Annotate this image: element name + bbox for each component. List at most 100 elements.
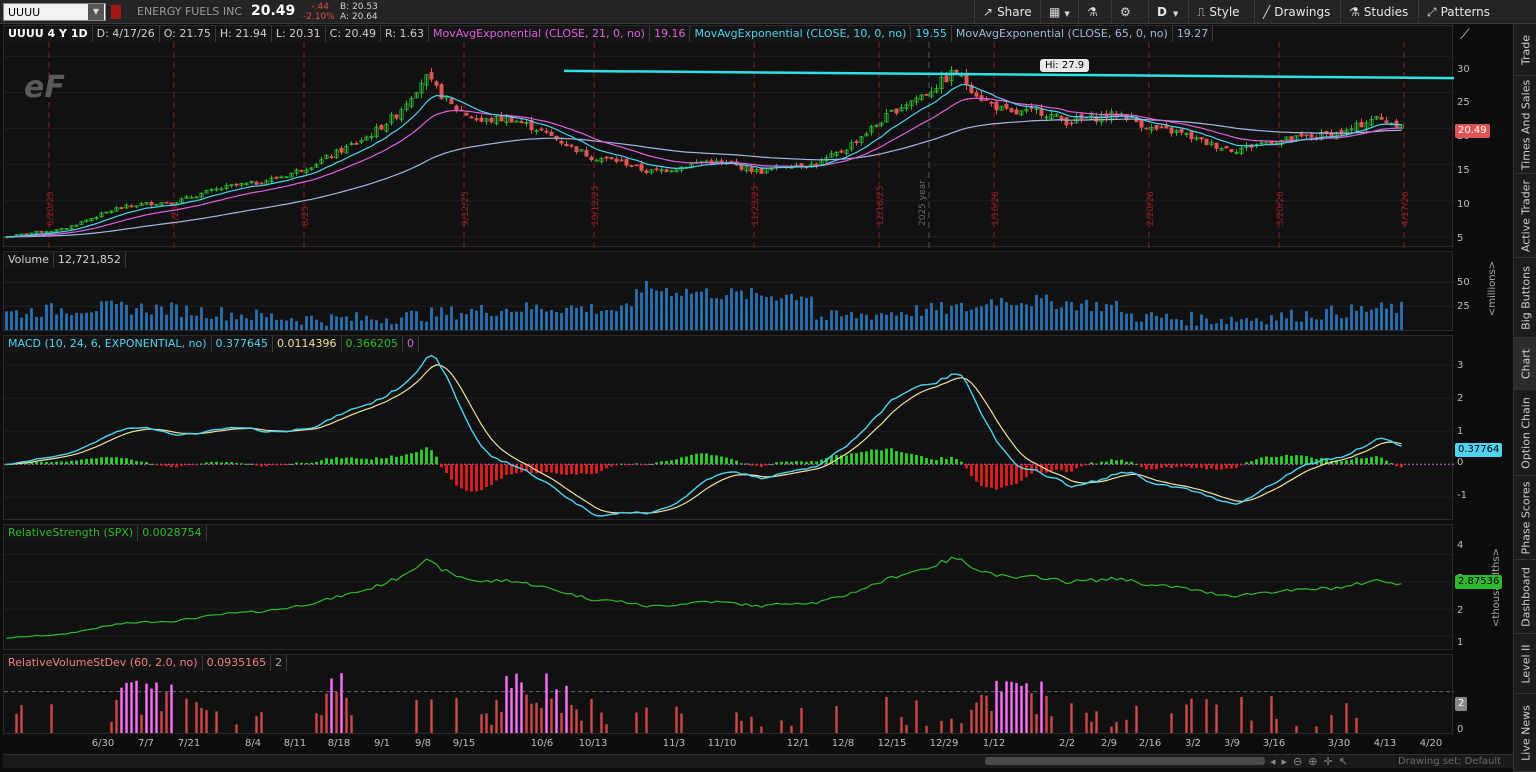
- volume-bar: [310, 315, 313, 330]
- rv-bar: [1315, 726, 1318, 733]
- macd-hist-bar: [565, 464, 568, 475]
- macd-hist-bar: [1375, 456, 1378, 465]
- tab-level-ii[interactable]: Level II: [1514, 634, 1536, 694]
- macd-hist-bar: [320, 460, 323, 465]
- macd-hist-bar: [530, 464, 533, 473]
- macd-hist-bar: [1240, 464, 1243, 466]
- tab-option-chain[interactable]: Option Chain: [1514, 390, 1536, 476]
- candle-body: [879, 122, 884, 126]
- volume-bar: [935, 310, 938, 330]
- ema21-label[interactable]: MovAvgExponential (CLOSE, 21, 0, no): [429, 26, 650, 42]
- style-button[interactable]: ⎍ Style: [1188, 0, 1248, 24]
- patterns-button[interactable]: ⤢ Patterns: [1418, 0, 1498, 24]
- rs-title[interactable]: RelativeStrength (SPX): [4, 525, 139, 541]
- volume-bar: [1240, 319, 1243, 330]
- volume-pane[interactable]: Volume 12,721,852: [3, 251, 1454, 332]
- candle-body: [354, 142, 359, 145]
- rs-chart[interactable]: [4, 525, 1454, 651]
- trend-icon[interactable]: ⟋: [1460, 27, 1470, 43]
- tab-times-and-sales[interactable]: Times And Sales: [1514, 76, 1536, 174]
- price-pane[interactable]: 6/20/25 7/25 8/25 9/12/25 10/12/25 11/23/25 12…: [3, 25, 1454, 248]
- rv-bar: [760, 726, 763, 733]
- tab-trade[interactable]: Trade: [1514, 24, 1536, 76]
- volume-bar: [1110, 304, 1113, 330]
- candle-body: [564, 143, 569, 147]
- macd-hist-bar: [545, 464, 548, 473]
- volume-bar: [150, 314, 153, 330]
- candle-body: [1069, 122, 1074, 125]
- candle-body: [1279, 139, 1284, 145]
- date-tick-label: 7/21: [177, 738, 201, 749]
- volume-chart[interactable]: [4, 252, 1454, 332]
- crosshair-icon[interactable]: ✛: [1323, 755, 1339, 768]
- macd-hist-bar: [1230, 464, 1233, 469]
- rv-chart[interactable]: [4, 655, 1454, 735]
- tab-chart[interactable]: Chart: [1514, 338, 1536, 390]
- rv-pane[interactable]: RelativeVolumeStDev (60, 2.0, no) 0.09351…: [3, 654, 1454, 735]
- zoom-out-icon[interactable]: ⊖: [1293, 755, 1309, 768]
- macd-hist-bar: [1085, 464, 1088, 466]
- rv-bar: [415, 699, 418, 733]
- date-tick-label: 3/2: [1184, 738, 1202, 749]
- tab-dashboard[interactable]: Dashboard: [1514, 560, 1536, 634]
- date-tick-label: 4/20: [1419, 738, 1443, 749]
- layout-button[interactable]: ▦ ▼: [1040, 0, 1082, 24]
- cursor-icon[interactable]: ↖: [1338, 755, 1354, 768]
- candle-body: [489, 117, 494, 123]
- macd-hist-bar: [965, 464, 968, 469]
- volume-bar: [590, 304, 593, 330]
- scrollbar-thumb[interactable]: [985, 757, 1265, 765]
- candle-body: [94, 216, 99, 220]
- candle-body: [589, 156, 594, 161]
- macd-hist-bar: [760, 464, 763, 468]
- y-tick: 3: [1457, 360, 1464, 371]
- macd-hist-bar: [1250, 461, 1253, 465]
- volume-bar: [1215, 323, 1218, 330]
- rv-title[interactable]: RelativeVolumeStDev (60, 2.0, no): [4, 655, 203, 671]
- macd-hist-bar: [745, 463, 748, 465]
- tab-active-trader[interactable]: Active Trader: [1514, 174, 1536, 258]
- rs-pane[interactable]: RelativeStrength (SPX) 0.0028754: [3, 524, 1454, 651]
- drawings-button[interactable]: ╱ Drawings: [1254, 0, 1338, 24]
- chevron-down-icon[interactable]: ▼: [88, 4, 104, 20]
- price-chart[interactable]: 6/20/25 7/25 8/25 9/12/25 10/12/25 11/23/25 12…: [4, 26, 1454, 248]
- candle-body: [1174, 130, 1179, 133]
- flag-icon[interactable]: [111, 5, 121, 19]
- macd-hist-bar: [705, 453, 708, 465]
- tab-phase-scores[interactable]: Phase Scores: [1514, 476, 1536, 560]
- ema65-label[interactable]: MovAvgExponential (CLOSE, 65, 0, no): [952, 26, 1173, 42]
- rv-bar: [975, 702, 978, 733]
- volume-bar: [1090, 311, 1093, 330]
- volume-bar: [1290, 309, 1293, 330]
- drawing-set-label[interactable]: Drawing set: Default: [1398, 756, 1502, 767]
- tab-big-buttons[interactable]: Big Buttons: [1514, 258, 1536, 338]
- settings-button[interactable]: ⚙: [1111, 0, 1143, 24]
- volume-bar: [900, 311, 903, 330]
- timeframe-button[interactable]: D ▼: [1148, 0, 1190, 24]
- rv-bar: [990, 711, 993, 733]
- macd-title[interactable]: MACD (10, 24, 6, EXPONENTIAL, no): [4, 336, 212, 352]
- macd-hist-bar: [190, 464, 193, 466]
- studies-quick-button[interactable]: ⚗: [1078, 0, 1110, 24]
- symbol-input[interactable]: UUUU: [3, 3, 106, 21]
- candle-body: [104, 211, 109, 214]
- macd-chart[interactable]: [4, 336, 1454, 521]
- macd-pane[interactable]: MACD (10, 24, 6, EXPONENTIAL, no) 0.37764…: [3, 335, 1454, 521]
- share-button[interactable]: ↗ Share: [974, 0, 1040, 24]
- arrow-right-icon[interactable]: ▸: [1281, 755, 1294, 768]
- macd-hist-bar: [1005, 464, 1008, 486]
- studies-button[interactable]: ⚗ Studies: [1340, 0, 1416, 24]
- volume-bar: [1140, 321, 1143, 330]
- candle-body: [1229, 149, 1234, 153]
- candle-body: [389, 114, 394, 124]
- volume-bar: [510, 312, 513, 330]
- candle-body: [124, 204, 129, 209]
- zoom-in-icon[interactable]: ⊕: [1308, 755, 1324, 768]
- candle-body: [1104, 113, 1109, 119]
- arrow-left-icon[interactable]: ◂: [1270, 755, 1282, 768]
- ema10-label[interactable]: MovAvgExponential (CLOSE, 10, 0, no): [690, 26, 912, 42]
- tab-live-news[interactable]: Live News: [1514, 694, 1536, 772]
- rv-bar: [160, 711, 163, 733]
- candle-body: [849, 142, 854, 150]
- zoom-controls[interactable]: ◂▸⊖⊕✛↖: [1270, 755, 1354, 768]
